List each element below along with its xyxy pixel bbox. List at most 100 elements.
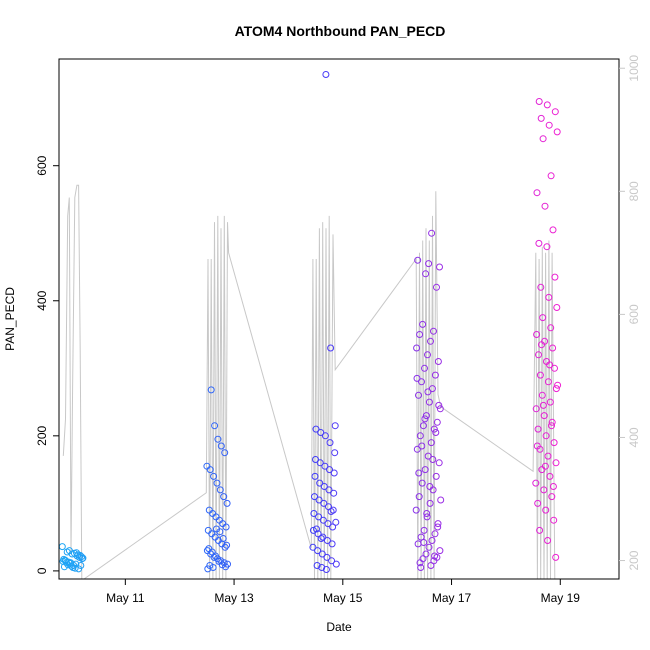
plot-frame bbox=[58, 58, 620, 580]
data-point bbox=[538, 341, 545, 349]
data-point bbox=[418, 378, 425, 386]
data-point bbox=[203, 462, 211, 470]
data-point bbox=[312, 425, 320, 433]
data-point bbox=[312, 456, 319, 463]
data-point bbox=[313, 525, 320, 533]
data-point bbox=[425, 260, 433, 268]
data-point bbox=[318, 550, 326, 558]
data-point bbox=[314, 530, 322, 538]
data-point bbox=[540, 486, 548, 494]
data-point bbox=[214, 435, 222, 443]
data-point bbox=[533, 331, 541, 338]
data-point bbox=[419, 320, 427, 328]
data-point bbox=[543, 243, 551, 251]
y-tick-label: 600 bbox=[35, 155, 49, 175]
data-point bbox=[549, 226, 557, 234]
y2-tick-label: 600 bbox=[627, 304, 641, 324]
data-point bbox=[423, 513, 431, 521]
data-point bbox=[421, 415, 429, 423]
data-point bbox=[317, 535, 325, 542]
data-point bbox=[539, 135, 547, 143]
data-point bbox=[541, 462, 549, 470]
data-point bbox=[213, 479, 221, 487]
data-point bbox=[420, 526, 428, 534]
data-point bbox=[553, 128, 561, 136]
data-point bbox=[552, 553, 560, 561]
data-point bbox=[544, 537, 552, 544]
data-point bbox=[437, 496, 445, 504]
data-point bbox=[553, 304, 561, 311]
data-point bbox=[548, 418, 556, 426]
data-point bbox=[331, 449, 339, 457]
data-point bbox=[311, 472, 319, 480]
data-point bbox=[551, 364, 558, 372]
data-point bbox=[332, 518, 340, 526]
data-point bbox=[552, 385, 560, 393]
data-point bbox=[416, 432, 424, 440]
data-point bbox=[415, 493, 423, 501]
data-point bbox=[204, 565, 212, 573]
data-point bbox=[75, 565, 83, 573]
data-point bbox=[543, 101, 551, 109]
data-point bbox=[552, 459, 560, 467]
data-point bbox=[317, 429, 325, 436]
data-point bbox=[420, 539, 428, 546]
data-point bbox=[203, 547, 211, 555]
data-point bbox=[544, 452, 552, 460]
y-axis: 0 200 400 600 bbox=[35, 155, 59, 574]
data-point bbox=[432, 472, 440, 480]
data-point bbox=[66, 560, 74, 567]
data-point bbox=[313, 562, 321, 569]
data-point bbox=[322, 71, 330, 78]
data-point bbox=[215, 557, 223, 565]
data-point bbox=[309, 543, 317, 551]
data-point bbox=[431, 552, 439, 560]
data-point bbox=[331, 422, 339, 430]
data-point bbox=[319, 533, 327, 541]
data-point bbox=[217, 442, 225, 450]
data-point bbox=[323, 553, 331, 561]
data-point bbox=[427, 439, 435, 447]
data-point bbox=[76, 551, 84, 559]
data-point bbox=[542, 506, 550, 514]
data-point bbox=[534, 499, 542, 507]
data-point bbox=[535, 351, 542, 359]
data-point bbox=[435, 401, 443, 409]
data-point bbox=[551, 273, 559, 281]
data-point bbox=[327, 508, 335, 515]
data-point bbox=[323, 537, 331, 544]
data-point bbox=[431, 530, 439, 538]
data-point bbox=[211, 422, 219, 430]
data-point bbox=[434, 358, 442, 365]
data-point bbox=[428, 537, 436, 544]
data-point bbox=[430, 327, 437, 335]
data-point bbox=[219, 535, 227, 542]
data-point bbox=[314, 547, 322, 555]
y2-tick-label: 400 bbox=[627, 427, 641, 447]
data-point bbox=[541, 202, 549, 210]
data-point bbox=[551, 108, 559, 116]
data-point bbox=[433, 283, 440, 291]
data-point bbox=[330, 469, 338, 477]
data-point bbox=[329, 523, 337, 531]
data-point bbox=[548, 493, 556, 501]
x-tick-label: May 11 bbox=[106, 591, 145, 605]
data-point bbox=[436, 263, 443, 271]
y2-tick-label: 800 bbox=[627, 181, 641, 201]
data-point bbox=[434, 523, 442, 531]
data-point bbox=[430, 425, 438, 433]
data-point bbox=[537, 283, 545, 291]
data-point bbox=[413, 445, 421, 453]
data-point bbox=[435, 459, 443, 467]
data-point bbox=[207, 386, 215, 394]
data-point bbox=[534, 425, 542, 433]
data-point bbox=[421, 364, 428, 372]
data-point bbox=[310, 510, 318, 517]
data-point bbox=[436, 547, 444, 555]
data-point bbox=[533, 189, 541, 197]
data-point bbox=[546, 472, 554, 480]
data-point bbox=[548, 422, 555, 430]
data-point bbox=[542, 432, 550, 440]
data-point bbox=[426, 483, 434, 490]
